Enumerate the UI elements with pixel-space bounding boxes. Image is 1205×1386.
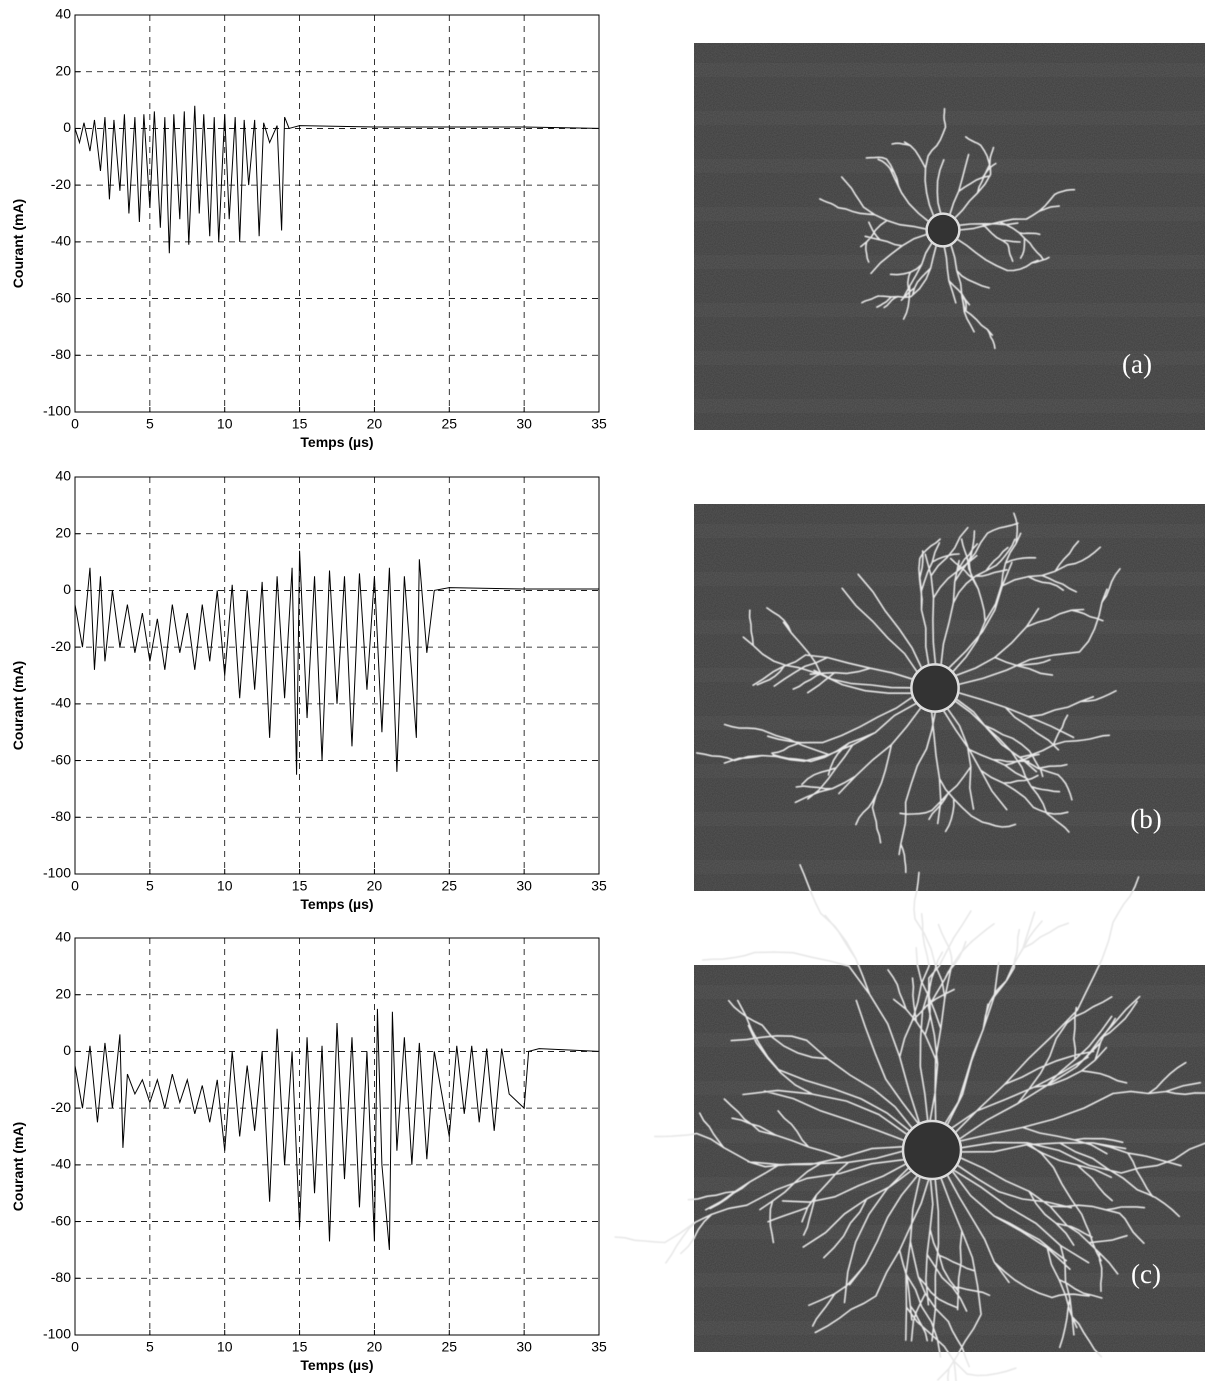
x-axis-label: Temps (µs)	[300, 1357, 373, 1373]
x-tick-label: 25	[441, 878, 457, 894]
x-tick-label: 30	[516, 878, 532, 894]
x-tick-label: 5	[146, 1339, 154, 1355]
electrode-ring	[901, 1119, 963, 1181]
y-tick-label: 0	[63, 119, 71, 135]
y-tick-label: -100	[43, 865, 71, 881]
x-axis-label: Temps (µs)	[300, 434, 373, 450]
y-tick-label: 20	[55, 62, 71, 78]
x-tick-label: 10	[217, 416, 233, 432]
photo-band	[694, 399, 1205, 413]
y-axis-label: Courant (mA)	[10, 661, 26, 750]
photo: (a)	[694, 43, 1205, 430]
x-tick-label: 0	[71, 878, 79, 894]
y-tick-label: -40	[51, 695, 71, 711]
x-tick-label: 15	[292, 1339, 308, 1355]
x-tick-label: 35	[591, 878, 607, 894]
photo-band	[694, 860, 1205, 874]
y-tick-label: -40	[51, 233, 71, 249]
y-tick-label: -80	[51, 346, 71, 362]
x-tick-label: 25	[441, 1339, 457, 1355]
x-tick-label: 0	[71, 1339, 79, 1355]
y-axis-label: Courant (mA)	[10, 199, 26, 288]
x-axis-label: Temps (µs)	[300, 896, 373, 912]
y-tick-label: 40	[55, 6, 71, 22]
plot-area	[75, 938, 599, 1335]
plot-area	[75, 15, 599, 412]
y-tick-label: -60	[51, 1212, 71, 1228]
x-tick-label: 30	[516, 416, 532, 432]
y-tick-label: 0	[63, 1042, 71, 1058]
x-tick-label: 15	[292, 878, 308, 894]
y-tick-label: 20	[55, 524, 71, 540]
x-tick-label: 20	[367, 878, 383, 894]
y-tick-label: -20	[51, 176, 71, 192]
y-tick-label: 0	[63, 581, 71, 597]
photo-band	[694, 716, 1205, 730]
dendrite	[819, 107, 1076, 350]
dendrite	[614, 864, 1205, 1386]
y-axis-label: Courant (mA)	[10, 1122, 26, 1211]
current-trace	[74, 1008, 600, 1250]
x-tick-label: 35	[591, 1339, 607, 1355]
y-tick-label: -60	[51, 289, 71, 305]
x-tick-label: 15	[292, 416, 308, 432]
y-tick-label: -40	[51, 1156, 71, 1172]
photo-band	[694, 111, 1205, 125]
plot-frame	[74, 14, 600, 413]
y-tick-label: 40	[55, 468, 71, 484]
y-tick-label: -100	[43, 1326, 71, 1342]
plot-frame	[74, 937, 600, 1336]
y-tick-label: 40	[55, 929, 71, 945]
photo-label: (b)	[1130, 804, 1161, 834]
current-trace	[74, 105, 600, 254]
photo: (c)	[614, 864, 1205, 1386]
photo-band	[694, 303, 1205, 317]
photo-band	[694, 764, 1205, 778]
photo-band	[694, 255, 1205, 269]
y-tick-label: -80	[51, 808, 71, 824]
y-tick-label: -80	[51, 1269, 71, 1285]
y-tick-label: -20	[51, 1099, 71, 1115]
plot-area	[75, 477, 599, 874]
x-tick-label: 35	[591, 416, 607, 432]
photo: (b)	[694, 504, 1205, 891]
y-tick-label: -20	[51, 638, 71, 654]
x-tick-label: 20	[367, 1339, 383, 1355]
x-tick-label: 5	[146, 878, 154, 894]
dendrite	[695, 512, 1121, 874]
x-tick-label: 30	[516, 1339, 532, 1355]
x-tick-label: 10	[217, 1339, 233, 1355]
x-tick-label: 0	[71, 416, 79, 432]
electrode-ring	[910, 663, 960, 713]
plot-frame	[74, 476, 600, 875]
photo-band	[694, 63, 1205, 77]
y-tick-label: -60	[51, 751, 71, 767]
photo-label: (c)	[1131, 1259, 1161, 1289]
x-tick-label: 20	[367, 416, 383, 432]
y-tick-label: -100	[43, 403, 71, 419]
y-tick-label: 20	[55, 985, 71, 1001]
photo-band	[694, 572, 1205, 586]
electrode-ring	[925, 212, 961, 248]
photo-label: (a)	[1122, 349, 1152, 379]
x-tick-label: 10	[217, 878, 233, 894]
current-trace	[74, 550, 599, 775]
photo-band	[694, 524, 1205, 538]
x-tick-label: 25	[441, 416, 457, 432]
photo-band	[694, 159, 1205, 173]
x-tick-label: 5	[146, 416, 154, 432]
